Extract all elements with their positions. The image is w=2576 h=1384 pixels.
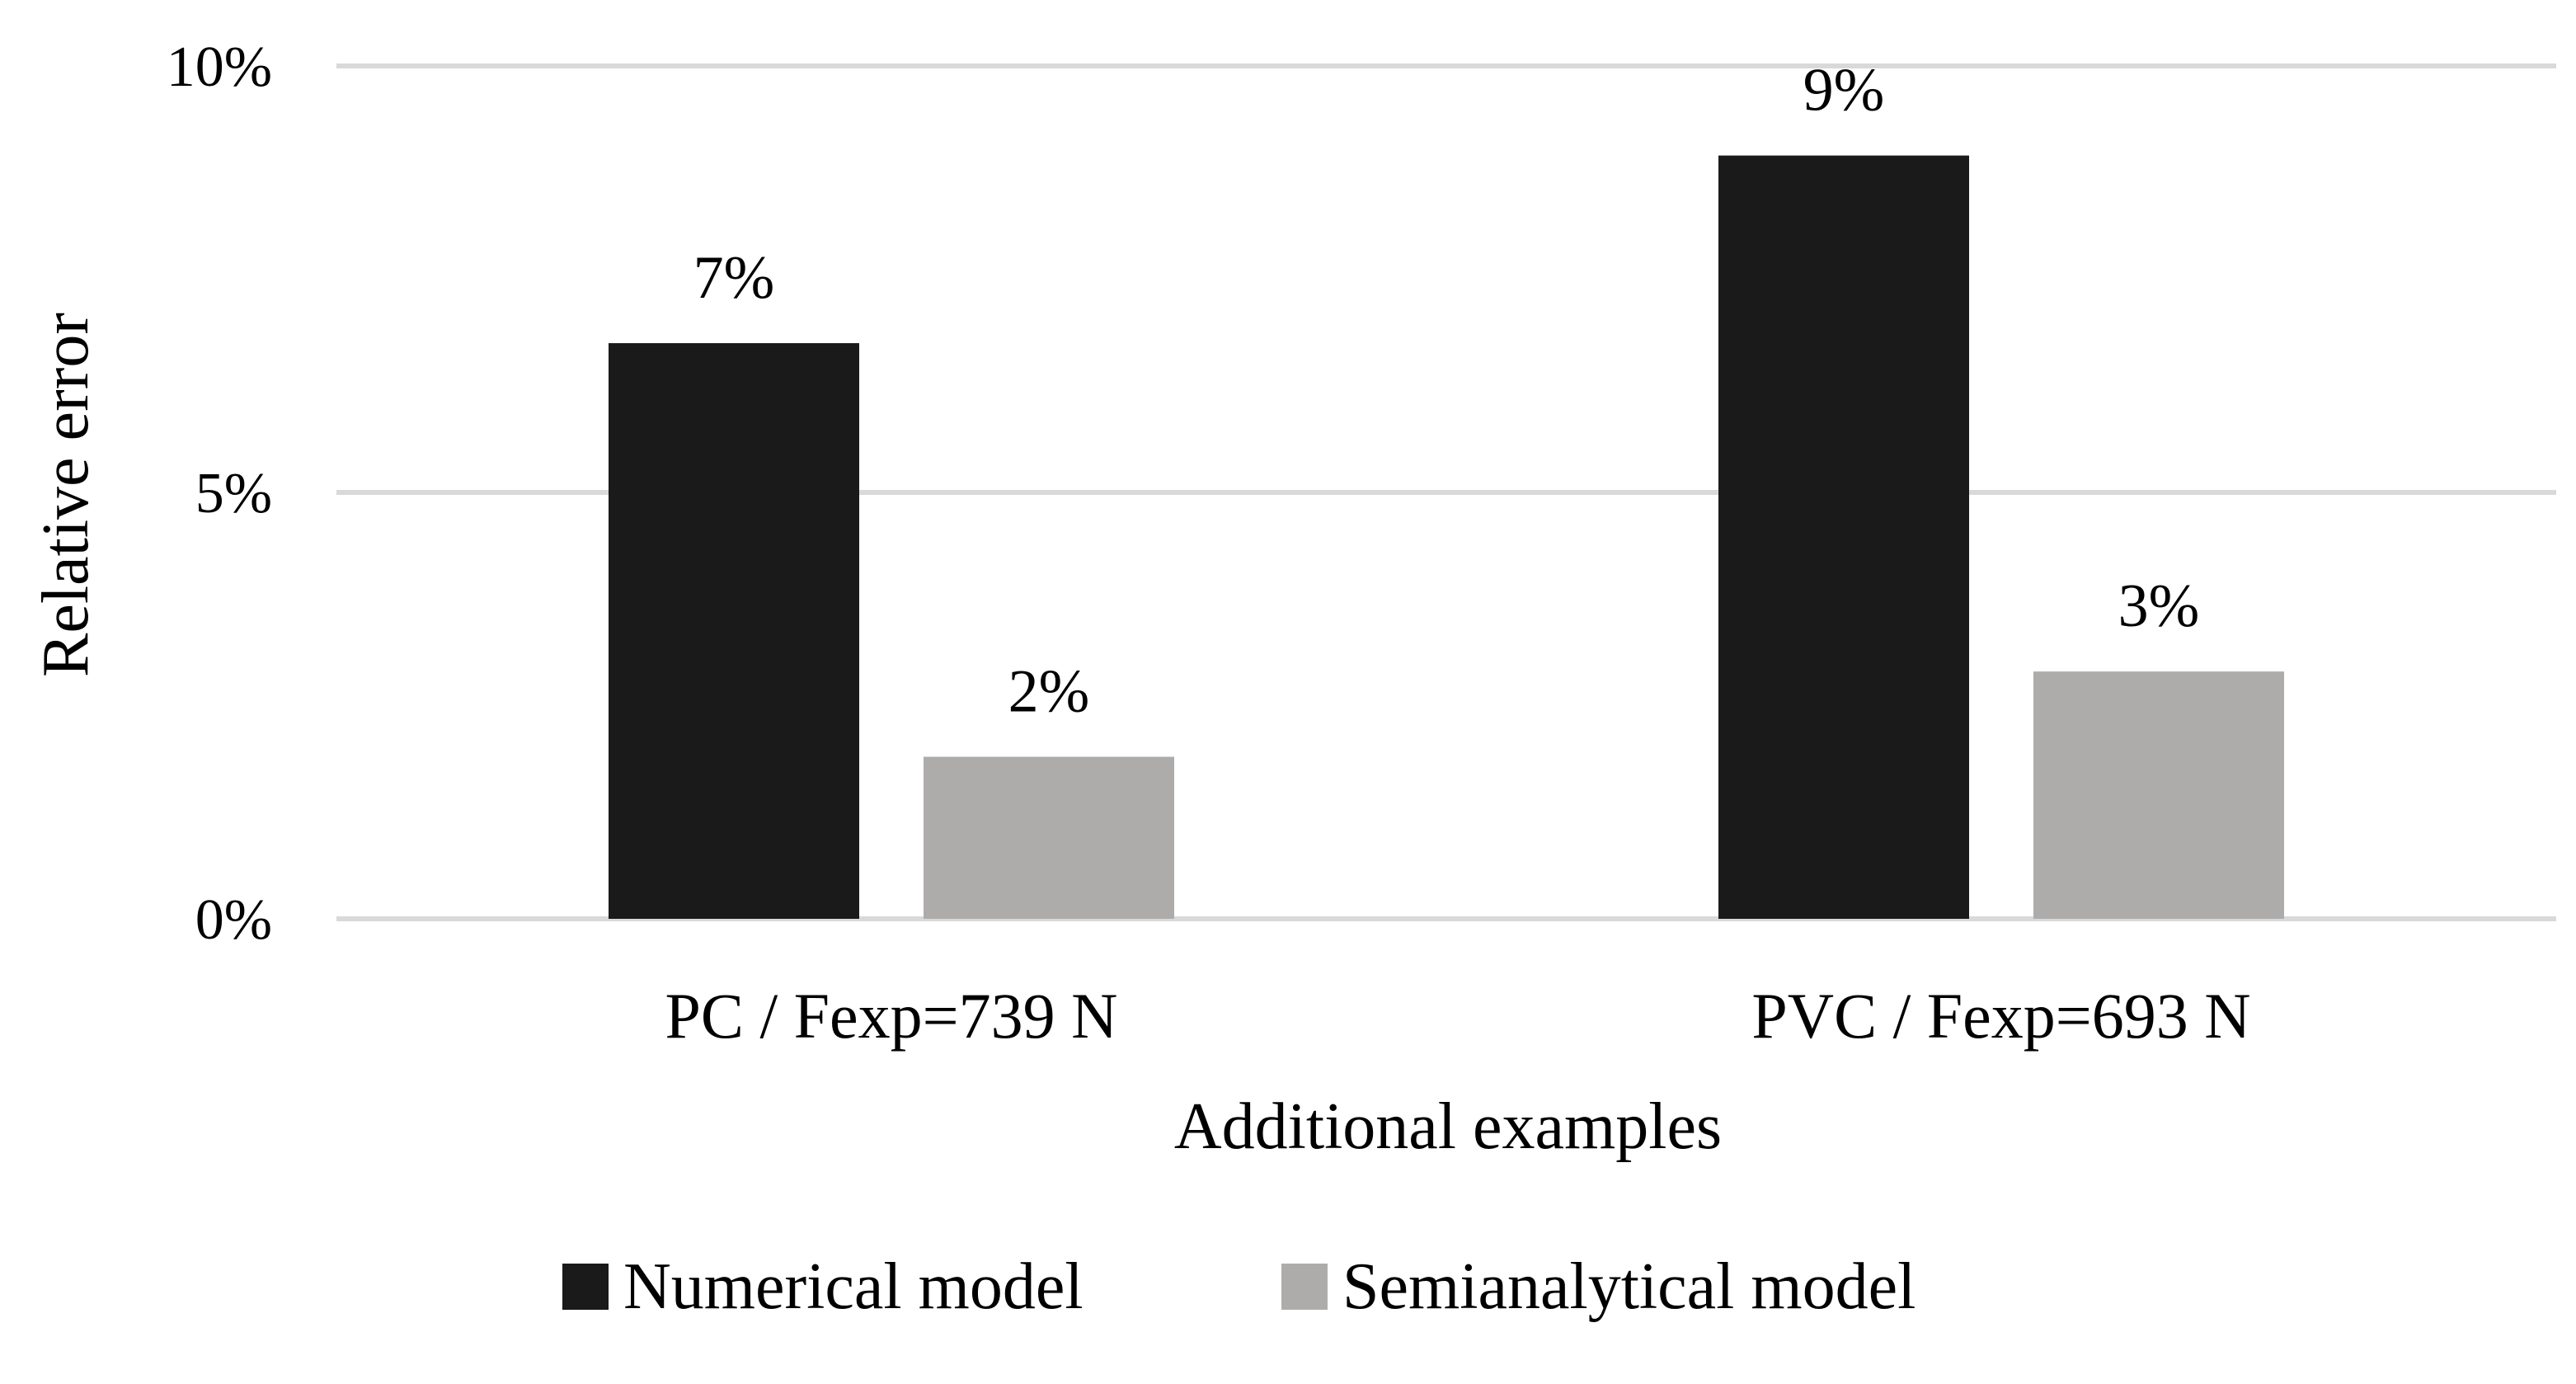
data-label: 9%: [1803, 57, 1885, 125]
x-category-label: PC / Fexp=739 N: [665, 980, 1118, 1052]
legend-swatch: [562, 1264, 609, 1310]
legend-label: Semianalytical model: [1342, 1250, 1916, 1323]
y-tick-label: 10%: [167, 35, 272, 99]
legend: Numerical model Semianalytical model: [562, 1250, 1916, 1323]
data-label: 3%: [2118, 572, 2200, 640]
y-tick-label: 0%: [195, 888, 272, 952]
y-axis-title: Relative error: [30, 313, 102, 677]
bar-numerical-1: [609, 343, 859, 919]
x-axis-title: Additional examples: [1174, 1090, 1722, 1163]
data-labels: 7% 2% 9% 3%: [693, 57, 2200, 726]
y-tick-label: 5%: [195, 462, 272, 525]
data-label: 7%: [693, 244, 775, 312]
bars: [609, 155, 2284, 919]
legend-swatch: [1281, 1264, 1328, 1310]
legend-label: Numerical model: [623, 1250, 1084, 1323]
y-axis-ticks: 0% 5% 10%: [167, 35, 272, 952]
bar-semianalytical-2: [2033, 671, 2284, 919]
bar-numerical-2: [1718, 155, 1969, 919]
x-axis-categories: PC / Fexp=739 N PVC / Fexp=693 N: [665, 980, 2251, 1052]
data-label: 2%: [1008, 658, 1090, 726]
x-category-label: PVC / Fexp=693 N: [1751, 980, 2250, 1052]
bar-semianalytical-1: [924, 756, 1174, 919]
